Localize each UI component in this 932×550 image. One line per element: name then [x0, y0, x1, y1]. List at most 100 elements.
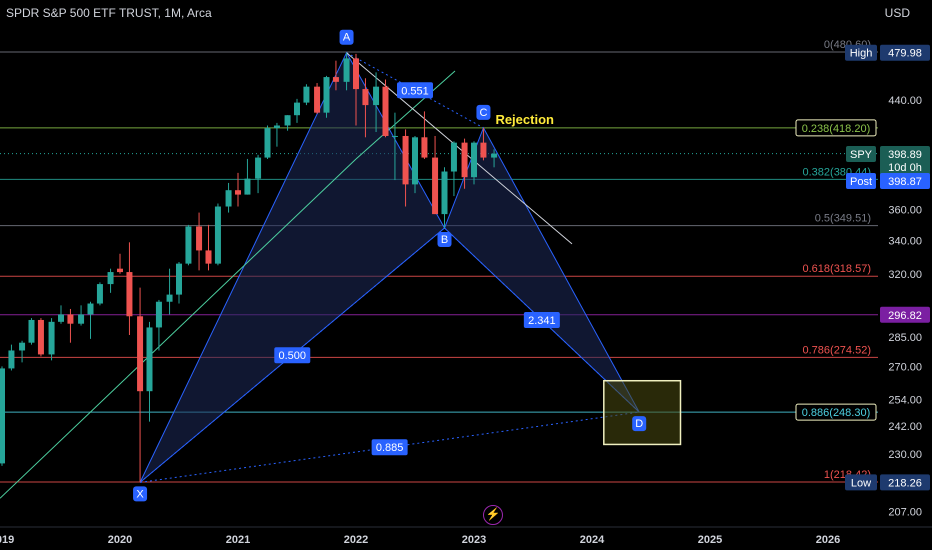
- candle-body[interactable]: [117, 268, 123, 273]
- candle-body[interactable]: [126, 272, 133, 317]
- candle-body[interactable]: [480, 142, 487, 158]
- candle-body[interactable]: [343, 58, 350, 82]
- candle-body[interactable]: [362, 89, 369, 106]
- candle-body[interactable]: [137, 316, 144, 392]
- candle-body[interactable]: [235, 190, 241, 195]
- ratio-label-0.551-bg: [397, 82, 433, 99]
- ratio-label-0.551: 0.551: [401, 85, 429, 97]
- candle-body[interactable]: [373, 86, 380, 106]
- candle-body[interactable]: [421, 137, 428, 158]
- candle-body[interactable]: [225, 190, 232, 207]
- post-name-tag-bg: [846, 173, 876, 189]
- candle-body[interactable]: [491, 153, 498, 158]
- target-zone-box: [603, 379, 682, 446]
- candle-body[interactable]: [391, 135, 398, 137]
- candle-body[interactable]: [303, 86, 310, 103]
- candle-body[interactable]: [176, 263, 182, 295]
- candle-body[interactable]: [353, 58, 359, 90]
- candle-body[interactable]: [402, 135, 409, 185]
- candle-body[interactable]: [461, 142, 468, 178]
- candle-body[interactable]: [214, 206, 221, 264]
- x-axis-tick-2026: 2026: [816, 534, 840, 546]
- ratio-label-0.885: 0.885: [376, 442, 404, 454]
- trend-line-support-ext: [355, 70, 456, 160]
- x-axis-tick-2023: 2023: [462, 534, 486, 546]
- y-axis-tick: 360.00: [888, 205, 922, 217]
- harmonic-xb-dotted: [139, 227, 445, 483]
- candle-body[interactable]: [107, 272, 114, 285]
- point-label-B-bg[interactable]: [437, 232, 452, 248]
- candle-body[interactable]: [294, 102, 300, 116]
- candle-body[interactable]: [284, 115, 291, 126]
- ratio-label-0.500: 0.500: [279, 350, 307, 362]
- point-label-D: D: [635, 418, 643, 430]
- candle-body[interactable]: [78, 314, 85, 324]
- y-axis-tick: 242.00: [888, 421, 922, 433]
- point-label-A: A: [343, 32, 351, 44]
- candle-body[interactable]: [48, 321, 55, 355]
- tradingview-logo-icon[interactable]: ⚡: [483, 505, 503, 525]
- candle-body[interactable]: [382, 86, 389, 136]
- y-axis-tick: 254.00: [888, 395, 922, 407]
- point-label-C-bg[interactable]: [476, 104, 491, 120]
- ratio-label-0.885-bg: [371, 439, 408, 456]
- candle-body[interactable]: [155, 301, 162, 328]
- point-label-X-bg[interactable]: [133, 486, 148, 502]
- rejection-annotation: Rejection: [495, 112, 554, 127]
- spy-name-tag-bg: [846, 146, 876, 162]
- harmonic-xd-dotted: [139, 411, 640, 483]
- candle-body[interactable]: [264, 128, 271, 158]
- low-name-tag-bg: [845, 474, 877, 491]
- candle-body[interactable]: [205, 250, 212, 264]
- low-name-tag: Low: [851, 477, 871, 489]
- candle-body[interactable]: [166, 294, 173, 302]
- candle-body[interactable]: [441, 171, 448, 215]
- candle-body[interactable]: [471, 142, 477, 178]
- y-axis-tick: 320.00: [888, 269, 922, 281]
- x-axis-tick-2024: 2024: [580, 534, 605, 546]
- fib-238-boxed-bg: [795, 119, 877, 137]
- point-label-X: X: [136, 488, 144, 500]
- candle-body[interactable]: [185, 226, 192, 264]
- candle-body[interactable]: [314, 86, 321, 113]
- high-value-tag: 479.98: [888, 48, 922, 60]
- point-label-D-bg[interactable]: [632, 416, 647, 432]
- spy-value-tag-bg: [880, 146, 930, 176]
- ratio-label-2.341-bg: [523, 312, 560, 329]
- candle-body[interactable]: [96, 284, 103, 304]
- point-label-B: B: [441, 234, 448, 246]
- post-name-tag: Post: [850, 176, 872, 188]
- candle-body[interactable]: [0, 368, 5, 464]
- candle-body[interactable]: [432, 157, 439, 215]
- candle-body[interactable]: [255, 157, 262, 179]
- purple-level-tag-bg: [880, 306, 930, 323]
- ratio-label-0.500-bg: [274, 347, 311, 364]
- candle-body[interactable]: [8, 350, 15, 369]
- fib-label-0.786: 0.786(274.52): [803, 344, 872, 356]
- y-axis-tick: 207.00: [888, 506, 922, 518]
- spy-countdown-tag: 10d 0h: [888, 162, 922, 174]
- point-label-C: C: [479, 107, 487, 119]
- high-name-tag-bg: [845, 44, 877, 61]
- candle-body[interactable]: [196, 226, 203, 251]
- candle-body[interactable]: [323, 77, 330, 113]
- candle-body[interactable]: [37, 319, 44, 355]
- point-label-A-bg[interactable]: [339, 29, 354, 45]
- high-value-tag-bg: [880, 44, 930, 61]
- y-axis-tick: 270.00: [888, 361, 922, 373]
- candle-body[interactable]: [450, 142, 457, 172]
- candle-body[interactable]: [19, 342, 26, 351]
- fib-label-0.5: 0.5(349.51): [815, 213, 871, 225]
- candle-body[interactable]: [273, 125, 280, 129]
- candle-body[interactable]: [412, 137, 418, 185]
- candle-body[interactable]: [244, 178, 251, 195]
- candle-body[interactable]: [58, 314, 64, 322]
- candle-body[interactable]: [332, 77, 339, 82]
- candle-body[interactable]: [67, 314, 74, 324]
- candle-body[interactable]: [28, 319, 35, 343]
- x-axis-tick-2025: 2025: [698, 534, 722, 546]
- candle-body[interactable]: [87, 303, 94, 315]
- x-axis-tick-2021: 2021: [226, 534, 250, 546]
- candle-body[interactable]: [146, 327, 153, 392]
